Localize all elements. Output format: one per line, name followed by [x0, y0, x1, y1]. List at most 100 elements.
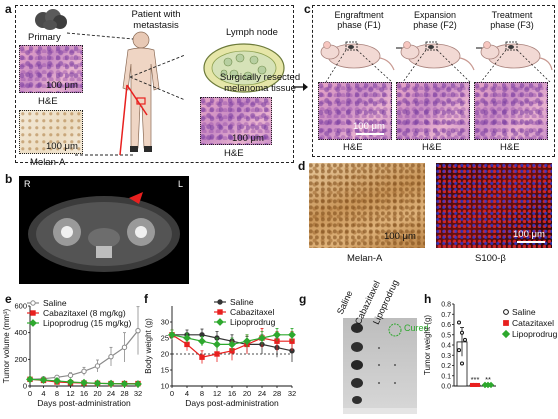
x-tick-label: 32 — [134, 389, 142, 398]
body-weight-chart: 0 4 8 12 16 20 24 28 32 10 15 20 25 30 Days post-admin… — [145, 297, 296, 408]
panel-label-a: a — [5, 2, 12, 16]
s100-beta-stain-image — [436, 163, 552, 248]
panel-label-h: h — [424, 292, 432, 306]
data-point — [121, 344, 128, 351]
legend-label: Lipoprodrug — [512, 329, 558, 339]
y-tick-label: 0.1 — [441, 373, 451, 380]
primary-melan-a-image — [19, 110, 83, 154]
data-point — [214, 351, 220, 357]
data-point — [93, 379, 102, 388]
data-point — [198, 337, 206, 346]
y-tick-label: 400 — [14, 328, 27, 337]
legend-marker — [503, 309, 509, 315]
y-tick-label: 0.7 — [441, 312, 451, 319]
data-point — [273, 330, 281, 339]
primary-tumor-image — [35, 9, 67, 30]
cured-label: Cured — [404, 323, 429, 333]
primary-label: Primary — [28, 32, 61, 43]
panel-label-f: f — [144, 292, 148, 306]
data-point — [457, 348, 461, 353]
significance-label: ** — [485, 375, 491, 384]
patient-figure — [122, 31, 160, 152]
melan-a-stain-label: Melan-A — [347, 253, 383, 264]
data-point — [258, 334, 266, 342]
mouse-f2 — [400, 41, 475, 71]
data-point — [184, 341, 190, 348]
data-point — [108, 353, 114, 360]
panel-label-b: b — [5, 172, 13, 186]
x-tick-label: 12 — [66, 389, 74, 398]
y-axis-label: Tumor volume (mm³) — [2, 308, 11, 383]
panel-label-c: c — [304, 2, 311, 16]
data-point — [120, 379, 129, 388]
panel-label-g: g — [299, 292, 307, 306]
x-tick-label: 12 — [213, 389, 221, 398]
data-point — [107, 379, 115, 388]
lymph-node-label: Lymph node — [226, 27, 278, 38]
data-point — [66, 378, 75, 386]
he-label: H&E — [38, 96, 58, 107]
legend-marker — [501, 329, 511, 339]
phase-f1-label: Engraftment phase (F1) — [334, 10, 384, 30]
legend-marker — [217, 309, 223, 315]
scale-label: 100 μm — [513, 229, 545, 240]
panel-label-e: e — [5, 292, 12, 306]
data-point — [168, 330, 176, 339]
f1-he-image — [318, 82, 392, 140]
data-point — [460, 330, 464, 335]
phase-f2-label: Expansion phase (F2) — [413, 10, 457, 30]
legend-marker — [30, 300, 36, 306]
x-tick-label: 20 — [93, 389, 101, 398]
legend-marker — [29, 319, 37, 327]
legend-marker — [30, 310, 36, 316]
legend-label: Saline — [512, 307, 536, 317]
y-tick-label: 0.8 — [441, 302, 451, 309]
panel-a-frame — [15, 5, 294, 163]
phase-f3-label: Treatment phase (F3) — [490, 10, 534, 30]
y-tick-label: 0.6 — [441, 322, 451, 329]
data-point — [67, 372, 74, 379]
mouse-f3 — [480, 41, 553, 71]
scale-label: 100 μm — [384, 231, 416, 242]
x-axis-label: Days post-administration — [185, 398, 279, 408]
data-point — [460, 361, 464, 366]
tumor-photo — [343, 318, 417, 414]
legend-label: Saline — [230, 297, 254, 307]
y-tick-label: 20 — [161, 350, 169, 359]
y-tick-label: 0 — [23, 382, 27, 391]
he-label: H&E — [343, 142, 363, 153]
y-tick-label: 15 — [161, 366, 169, 375]
scale-label: 100 μm — [232, 133, 264, 144]
s100-beta-stain-label: S100-β — [475, 253, 506, 264]
data-point — [94, 363, 101, 369]
data-point — [39, 376, 48, 384]
legend-label: Cabazitaxel (8 mg/kg) — [43, 308, 126, 318]
data-point — [80, 378, 88, 387]
y-tick-label: 10 — [161, 382, 169, 391]
y-tick-label: 0.3 — [441, 353, 451, 360]
primary-he-image — [19, 45, 83, 93]
panel-c-frame — [312, 5, 555, 157]
y-tick-label: 0.4 — [441, 343, 451, 350]
data-point — [199, 354, 205, 360]
he-label: H&E — [224, 148, 244, 159]
data-point — [288, 330, 296, 339]
connector-lines — [66, 32, 186, 156]
y-tick-label: 200 — [14, 355, 27, 364]
tumor-weight-chart: 0.0 0.1 0.2 0.3 0.4 0.5 0.6 0.7 0.8 Tumor weight … — [423, 302, 558, 391]
x-tick-label: 4 — [185, 389, 189, 398]
mouse-f1 — [320, 41, 395, 71]
x-tick-label: 24 — [107, 389, 115, 398]
x-tick-label: 20 — [243, 389, 251, 398]
y-tick-label: 25 — [161, 334, 169, 343]
y-tick-label: 600 — [14, 302, 27, 311]
data-point — [183, 334, 191, 342]
legend-marker — [217, 299, 223, 305]
melan-a-stain-image — [309, 163, 425, 248]
data-point — [213, 340, 221, 349]
patient-label: Patient with metastasis — [131, 9, 181, 31]
data-point — [457, 320, 461, 325]
x-tick-label: 0 — [28, 389, 32, 398]
data-point — [81, 368, 87, 375]
